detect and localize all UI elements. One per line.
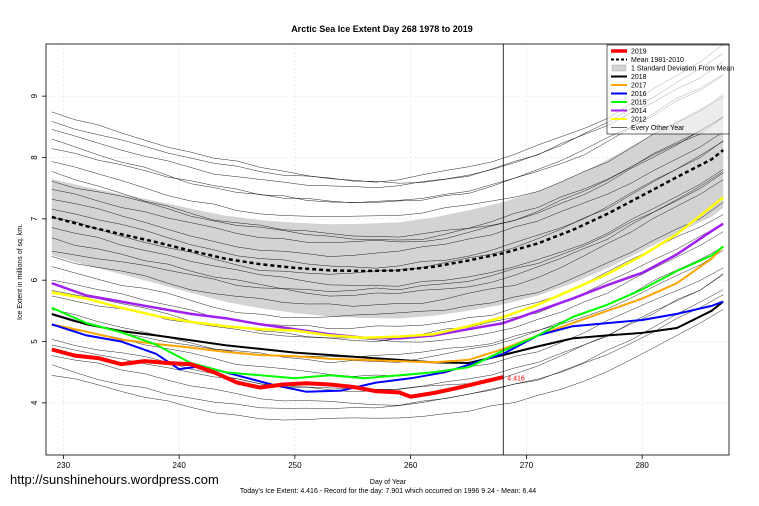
other-year-line [51, 116, 724, 238]
std-dev-band [51, 92, 724, 319]
x-axis-label: Day of Year [370, 479, 407, 486]
other-year-line [51, 294, 724, 409]
legend-label: Every Other Year [631, 125, 685, 132]
series-line-2015 [51, 245, 724, 380]
other-year-line [51, 131, 724, 257]
y-tick-label: 8 [30, 155, 39, 160]
x-tick-label: 240 [172, 461, 186, 470]
legend-label: 2017 [631, 83, 647, 90]
other-year-line [51, 214, 724, 330]
legend-label: Mean 1981-2010 [631, 57, 684, 64]
other-year-line [51, 274, 724, 390]
other-year-line [51, 96, 724, 217]
y-tick-label: 7 [30, 216, 39, 221]
series-lines [51, 149, 724, 399]
other-year-line [51, 289, 724, 406]
other-year-line [51, 179, 724, 307]
chart-title: Arctic Sea Ice Extent Day 268 1978 to 20… [291, 24, 473, 34]
other-year-line [51, 172, 724, 297]
legend-label: 2019 [631, 49, 647, 56]
series-line-2014 [51, 222, 724, 340]
other-year-line [51, 117, 724, 244]
x-tick-label: 280 [635, 461, 649, 470]
series-line-2018 [51, 300, 724, 364]
other-year-line [51, 201, 724, 318]
legend-label: 1 Standard Deviation From Mean [631, 66, 734, 73]
series-line-mean-1981-2010 [51, 149, 724, 273]
other-year-line [51, 223, 724, 342]
legend-label: 2012 [631, 117, 647, 124]
series-line-2012 [51, 196, 724, 340]
legend-label: 2015 [631, 100, 647, 107]
current-value-label: 4.416 [507, 375, 525, 382]
other-year-line [51, 309, 724, 421]
legend-label: 2018 [631, 74, 647, 81]
site-watermark: http://sunshinehours.wordpress.com [10, 472, 219, 487]
other-year-line [51, 141, 724, 269]
chart-caption: Today's Ice Extent: 4.416 - Record for t… [240, 488, 536, 495]
x-tick-label: 230 [57, 461, 71, 470]
other-year-line [51, 169, 724, 287]
std-dev-band-area [51, 92, 724, 319]
axis-ticks: 230 240 250 260 270 280 4 5 6 7 8 9 [30, 93, 649, 470]
y-tick-label: 5 [30, 339, 39, 344]
y-tick-label: 6 [30, 277, 39, 282]
legend-swatch-band [611, 64, 627, 72]
plot-frame [45, 43, 730, 456]
series-line-2019 [51, 347, 504, 399]
legend-label: 2014 [631, 108, 647, 115]
legend-box [606, 44, 730, 135]
other-year-line [51, 116, 724, 241]
other-year-line [51, 75, 724, 203]
x-tick-label: 270 [520, 461, 534, 470]
other-year-line [51, 74, 724, 204]
y-axis-label: Ice Extent in millions of sq. km. [17, 224, 24, 320]
legend-label: 2016 [631, 91, 647, 98]
x-tick-label: 260 [404, 461, 418, 470]
other-year-line [51, 231, 724, 343]
other-year-line [51, 171, 724, 292]
annotations: 4.416 [502, 44, 525, 455]
y-tick-label: 4 [30, 400, 39, 405]
x-tick-label: 250 [288, 461, 302, 470]
other-year-line [51, 140, 724, 275]
y-tick-label: 9 [30, 93, 39, 98]
series-line-2017 [51, 245, 724, 364]
